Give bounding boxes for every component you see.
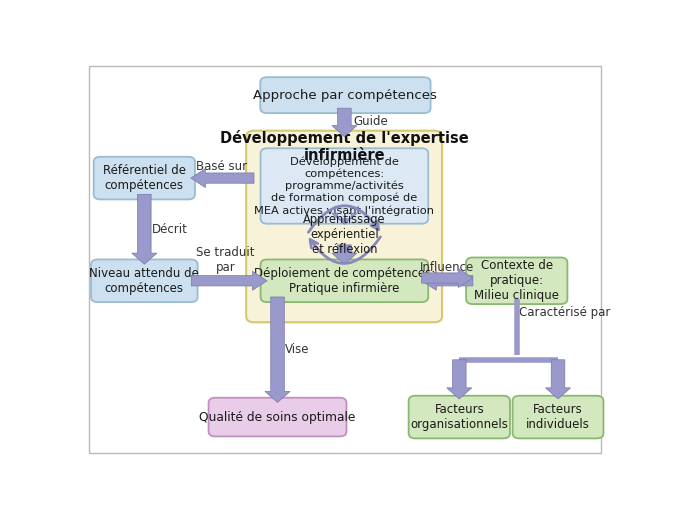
- Text: Apprentissage
expérientiel
et réflexion: Apprentissage expérientiel et réflexion: [303, 213, 386, 256]
- Text: Décrit: Décrit: [152, 223, 188, 236]
- Text: Vise: Vise: [285, 343, 310, 357]
- Text: Facteurs
individuels: Facteurs individuels: [526, 403, 590, 431]
- Polygon shape: [332, 245, 357, 264]
- Polygon shape: [332, 213, 357, 224]
- Text: Niveau attendu de
compétences: Niveau attendu de compétences: [90, 267, 200, 295]
- Text: Guide: Guide: [353, 115, 388, 128]
- Polygon shape: [422, 271, 473, 290]
- FancyBboxPatch shape: [246, 131, 442, 322]
- FancyBboxPatch shape: [260, 77, 431, 113]
- Polygon shape: [422, 268, 473, 287]
- Text: Influence: Influence: [420, 261, 474, 274]
- Polygon shape: [447, 360, 472, 399]
- Text: Facteurs
organisationnels: Facteurs organisationnels: [410, 403, 508, 431]
- FancyBboxPatch shape: [94, 157, 195, 200]
- FancyBboxPatch shape: [91, 260, 197, 302]
- Text: Caractérisé par: Caractérisé par: [520, 306, 611, 319]
- Polygon shape: [332, 108, 357, 136]
- FancyBboxPatch shape: [261, 148, 428, 224]
- FancyBboxPatch shape: [408, 396, 510, 439]
- FancyBboxPatch shape: [466, 258, 568, 304]
- Text: Contexte de
pratique:
Milieu clinique: Contexte de pratique: Milieu clinique: [474, 259, 559, 302]
- Polygon shape: [132, 194, 157, 264]
- Text: Se traduit
par: Se traduit par: [196, 246, 255, 274]
- Polygon shape: [265, 297, 290, 403]
- Polygon shape: [191, 271, 267, 290]
- Polygon shape: [191, 169, 254, 188]
- Text: Déploiement de compétences:
Pratique infirmière: Déploiement de compétences: Pratique inf…: [253, 267, 435, 295]
- Text: Basé sur: Basé sur: [195, 160, 247, 173]
- Polygon shape: [545, 360, 571, 399]
- Text: Approche par compétences: Approche par compétences: [253, 89, 437, 102]
- FancyBboxPatch shape: [261, 260, 428, 302]
- Text: Référentiel de
compétences: Référentiel de compétences: [103, 164, 186, 192]
- FancyBboxPatch shape: [513, 396, 603, 439]
- Text: Qualité de soins optimale: Qualité de soins optimale: [200, 410, 356, 424]
- FancyBboxPatch shape: [208, 398, 346, 437]
- Text: Développement de l'expertise
infirmière: Développement de l'expertise infirmière: [220, 130, 468, 163]
- Text: Développement de
compétences:
programme/activités
de formation composé de
MEA ac: Développement de compétences: programme/…: [254, 156, 434, 215]
